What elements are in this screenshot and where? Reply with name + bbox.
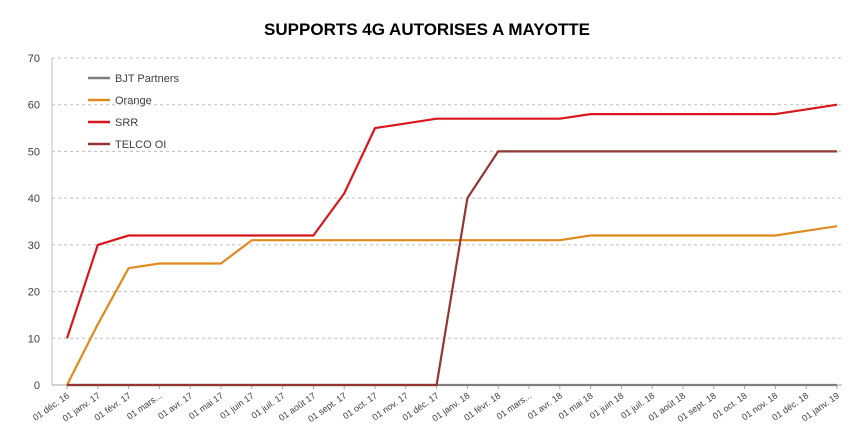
x-tick-label: 01 mai 17 bbox=[187, 390, 225, 421]
x-tick-label: 01 juin 18 bbox=[588, 390, 626, 421]
y-tick-label-70: 70 bbox=[28, 53, 40, 65]
series-line-orange bbox=[66, 225, 838, 386]
legend: BJT Partners Orange SRR TELCO OI bbox=[88, 73, 179, 151]
y-tick-label-20: 20 bbox=[28, 287, 40, 299]
legend-label-telco-oi: TELCO OI bbox=[115, 139, 166, 151]
y-tick-label-50: 50 bbox=[28, 146, 40, 158]
x-tick-label: 01 juin 17 bbox=[218, 390, 256, 421]
y-tick-label-40: 40 bbox=[28, 193, 40, 205]
y-tick-label-10: 10 bbox=[28, 333, 40, 345]
legend-label-srr: SRR bbox=[115, 117, 138, 129]
chart-title: SUPPORTS 4G AUTORISES A MAYOTTE bbox=[264, 20, 590, 39]
series-line-srr bbox=[65, 103, 838, 339]
legend-label-orange: Orange bbox=[115, 95, 152, 107]
y-tick-label-60: 60 bbox=[28, 100, 40, 112]
axes bbox=[51, 58, 842, 389]
y-tick-label-30: 30 bbox=[28, 240, 40, 252]
gridlines bbox=[52, 57, 842, 339]
y-tick-label-0: 0 bbox=[34, 380, 40, 392]
legend-label-bjt-partners: BJT Partners bbox=[115, 73, 179, 85]
x-tick-label: 01 mai 18 bbox=[557, 390, 595, 421]
series-line-telco-oi bbox=[67, 150, 837, 387]
y-tick-labels: 0 10 20 30 40 50 60 70 bbox=[28, 53, 40, 392]
series-lines bbox=[65, 103, 838, 387]
